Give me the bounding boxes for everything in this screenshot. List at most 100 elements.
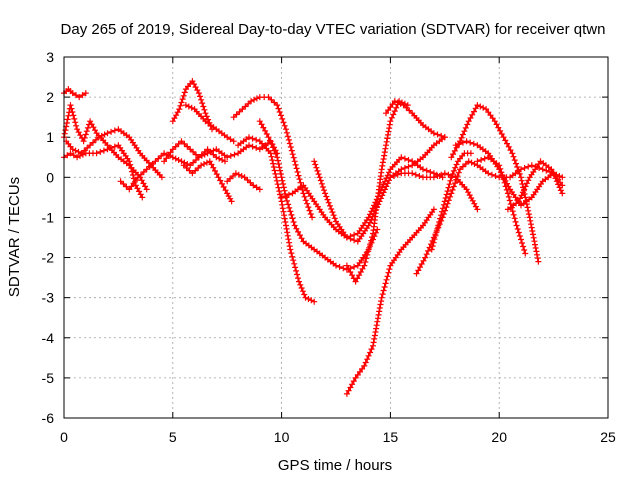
data-point (123, 183, 130, 190)
series-arc24 (474, 154, 529, 257)
data-point (82, 90, 89, 97)
data-point (450, 183, 457, 190)
data-point (499, 172, 506, 179)
data-point (318, 180, 325, 187)
data-point (368, 237, 375, 244)
series-arc16 (343, 98, 411, 285)
data-point (321, 187, 327, 194)
data-point (495, 124, 502, 131)
data-point (431, 236, 438, 243)
data-point (469, 111, 476, 118)
data-point (336, 263, 343, 270)
data-point (450, 151, 457, 158)
data-point (95, 134, 102, 141)
data-point (199, 100, 206, 107)
data-point (441, 134, 448, 141)
data-point (472, 105, 479, 112)
data-point (462, 124, 469, 131)
data-point (284, 133, 291, 140)
data-point (555, 181, 562, 188)
data-point (519, 181, 526, 187)
data-point (432, 232, 439, 239)
y-tick-label: 1 (46, 129, 54, 145)
data-point (311, 158, 318, 165)
data-point (76, 94, 83, 101)
data-point (351, 231, 358, 238)
data-point (422, 254, 429, 261)
data-point (317, 177, 324, 184)
data-point (137, 171, 144, 178)
data-point (448, 190, 455, 197)
data-point (369, 234, 375, 241)
data-point (449, 171, 456, 178)
data-point (525, 207, 532, 214)
data-point (278, 112, 284, 119)
data-point (201, 151, 208, 158)
data-point (439, 208, 445, 215)
data-point (440, 201, 447, 208)
data-point (504, 140, 510, 147)
data-point (452, 164, 459, 171)
data-point (505, 193, 512, 200)
data-point (351, 263, 358, 270)
x-tick-label: 15 (383, 429, 399, 445)
data-point (347, 269, 354, 275)
data-point (362, 259, 369, 265)
data-point (496, 162, 503, 169)
data-point (288, 211, 295, 218)
data-point (394, 171, 401, 178)
data-point (453, 161, 460, 168)
data-point (269, 144, 276, 151)
data-point (365, 352, 372, 359)
data-point (300, 190, 307, 197)
data-point (273, 174, 280, 181)
data-point (329, 209, 336, 216)
data-point (309, 214, 316, 221)
data-point (241, 174, 248, 181)
data-point (291, 158, 298, 165)
data-point (161, 150, 168, 157)
series-arc2 (61, 86, 89, 101)
data-point (439, 205, 446, 212)
data-point (519, 189, 526, 196)
data-point (180, 162, 187, 169)
data-point (69, 146, 76, 153)
data-point (391, 108, 398, 115)
series-arc1 (61, 142, 146, 201)
data-point (385, 269, 392, 276)
data-point (67, 150, 74, 157)
data-point (438, 132, 445, 139)
data-point (343, 390, 350, 397)
data-point (279, 177, 286, 184)
data-point (291, 260, 298, 267)
data-point (258, 121, 265, 128)
data-point (444, 188, 451, 195)
data-point (298, 235, 305, 242)
data-point (367, 241, 374, 248)
data-point (529, 228, 536, 234)
data-point (285, 236, 292, 243)
data-point (556, 184, 563, 191)
data-point (296, 278, 302, 285)
data-point (274, 102, 281, 109)
data-point (79, 92, 86, 99)
data-point (459, 139, 466, 146)
data-point (525, 211, 532, 218)
data-point (498, 131, 505, 137)
data-point (238, 173, 245, 179)
data-point (246, 142, 252, 149)
data-point (288, 250, 295, 257)
data-point (362, 359, 369, 366)
data-point (286, 140, 293, 147)
data-point (73, 122, 80, 129)
data-point (474, 206, 481, 213)
data-point (442, 195, 449, 201)
data-point (111, 143, 118, 150)
data-point (350, 378, 357, 385)
data-point (174, 109, 181, 116)
data-point (149, 161, 156, 167)
y-axis-label: SDTVAR / TECUs (6, 177, 23, 297)
data-point (265, 134, 272, 141)
series-line (385, 100, 446, 138)
data-point (308, 297, 315, 304)
